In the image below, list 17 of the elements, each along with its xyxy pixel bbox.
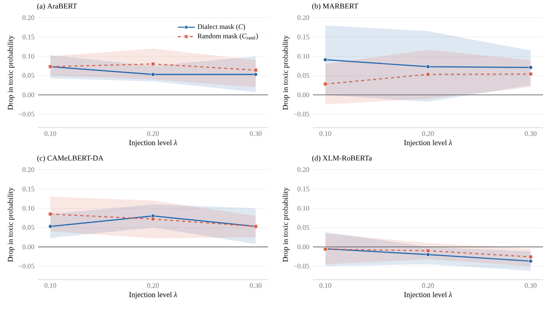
- point: [528, 259, 533, 264]
- point: [48, 212, 52, 216]
- point: [151, 217, 155, 222]
- point: [48, 224, 52, 229]
- point: [528, 255, 533, 260]
- point: [323, 58, 328, 62]
- point: [528, 66, 533, 70]
- point: [254, 68, 258, 72]
- point: [151, 62, 155, 66]
- point: [426, 64, 430, 69]
- point: [426, 248, 430, 253]
- point: [254, 72, 258, 77]
- point: [426, 72, 430, 77]
- point: [151, 72, 155, 77]
- point: [426, 252, 430, 257]
- point: [323, 82, 328, 86]
- point: [528, 72, 533, 76]
